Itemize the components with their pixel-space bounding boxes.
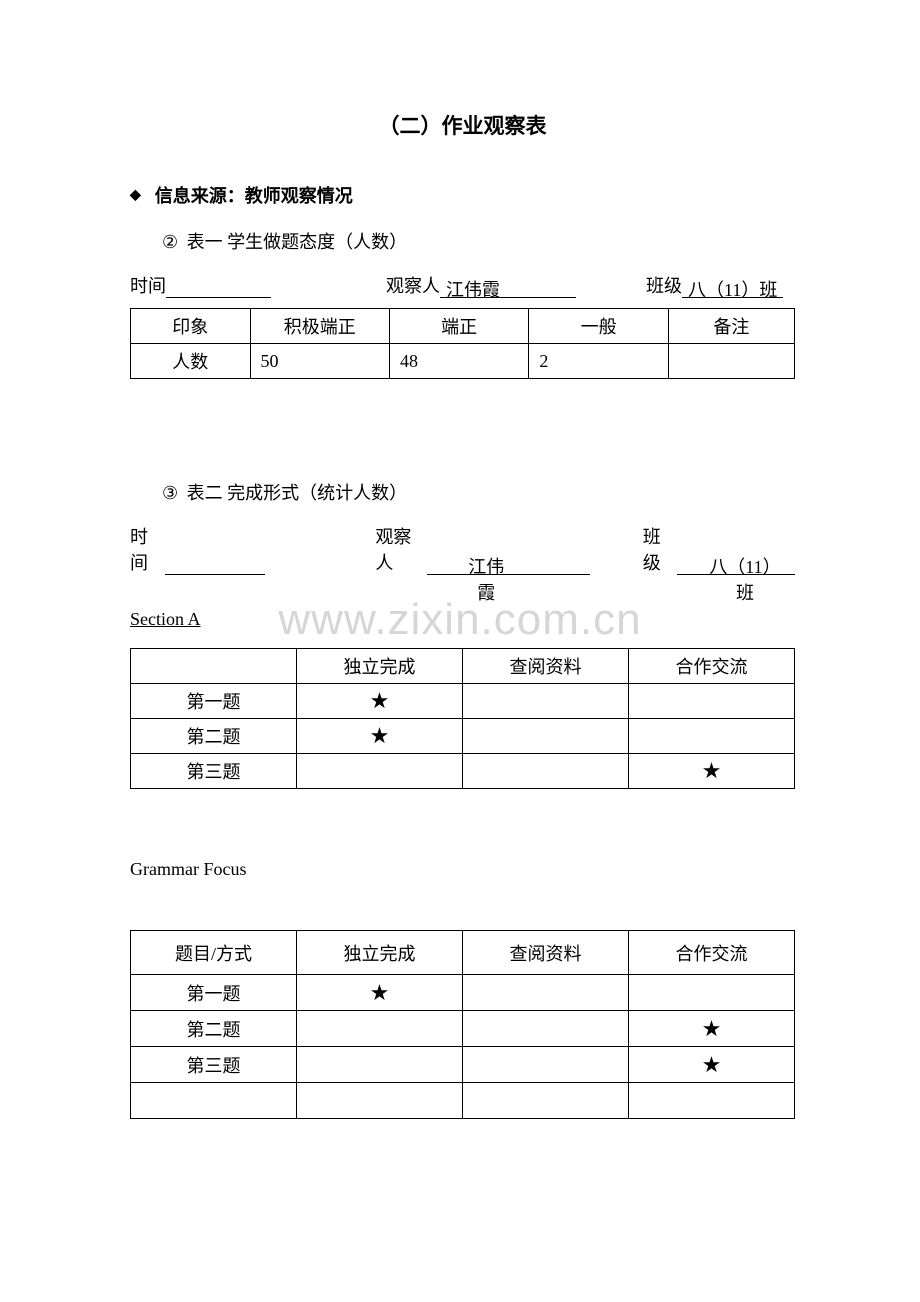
class-value: 八（11）班	[695, 553, 795, 575]
row-label: 第二题	[131, 1011, 297, 1047]
table-row: 第三题 ★	[131, 754, 795, 789]
cell-star	[463, 754, 629, 789]
circled-number-2: ②	[162, 232, 178, 252]
cell-star	[463, 684, 629, 719]
table2-info-row: 时间 观察人 江伟霞 班级 八（11）班	[130, 523, 795, 575]
table1: 印象 积极端正 端正 一般 备注 人数 50 48 2	[130, 308, 795, 379]
diamond-bullet: ◆	[130, 187, 141, 204]
table-row: 第二题 ★	[131, 1011, 795, 1047]
cell-star	[629, 719, 795, 754]
observer-blank-tail	[506, 276, 576, 298]
th-blank	[131, 649, 297, 684]
observer-value: 江伟霞	[440, 276, 506, 298]
row-label: 第三题	[131, 1047, 297, 1083]
table-row: 独立完成 查阅资料 合作交流	[131, 649, 795, 684]
th-positive: 积极端正	[250, 309, 389, 344]
cell-star	[297, 1047, 463, 1083]
page-title: （二）作业观察表	[130, 110, 795, 140]
row-label: 第一题	[131, 684, 297, 719]
time-blank	[166, 276, 271, 298]
observer-blank-tail	[518, 553, 590, 575]
cell-value	[668, 344, 794, 379]
table1-caption: ② 表一 学生做题态度（人数）	[162, 228, 795, 254]
th-cooperate: 合作交流	[629, 931, 795, 975]
cell-star	[463, 1011, 629, 1047]
cell-value: 50	[250, 344, 389, 379]
th-independent: 独立完成	[297, 649, 463, 684]
source-text: 信息来源：教师观察情况	[155, 182, 353, 208]
class-value: 八（11）班	[682, 276, 783, 298]
th-correct: 端正	[389, 309, 528, 344]
class-label: 班级	[646, 272, 682, 298]
cell-star: ★	[629, 1047, 795, 1083]
observer-label: 观察人	[375, 523, 427, 575]
cell-star	[463, 1083, 629, 1119]
cell-value: 48	[389, 344, 528, 379]
cell-star	[629, 1083, 795, 1119]
th-cooperate: 合作交流	[629, 649, 795, 684]
grammar-table: 题目/方式 独立完成 查阅资料 合作交流 第一题 ★ 第二题 ★ 第三题 ★	[130, 930, 795, 1119]
table-row: 第一题 ★	[131, 684, 795, 719]
cell-star	[463, 719, 629, 754]
cell-star	[297, 754, 463, 789]
row-label	[131, 1083, 297, 1119]
row-label: 第三题	[131, 754, 297, 789]
cell-star	[629, 684, 795, 719]
cell-star: ★	[297, 975, 463, 1011]
th-topic: 题目/方式	[131, 931, 297, 975]
time-blank	[165, 553, 266, 575]
table-row: 印象 积极端正 端正 一般 备注	[131, 309, 795, 344]
row-label-count: 人数	[131, 344, 251, 379]
cell-star	[297, 1083, 463, 1119]
observer-label: 观察人	[386, 272, 440, 298]
table-row: 第二题 ★	[131, 719, 795, 754]
time-label: 时间	[130, 523, 165, 575]
th-lookup: 查阅资料	[463, 931, 629, 975]
table1-info-row: 时间 观察人 江伟霞 班级 八（11）班	[130, 272, 795, 298]
cell-star	[297, 1011, 463, 1047]
cell-star: ★	[297, 684, 463, 719]
table1-caption-text: 表一 学生做题态度（人数）	[187, 232, 408, 252]
observer-value: 江伟霞	[454, 553, 518, 575]
th-general: 一般	[529, 309, 668, 344]
th-independent: 独立完成	[297, 931, 463, 975]
time-label: 时间	[130, 272, 166, 298]
circled-number-3: ③	[162, 483, 178, 503]
cell-star	[463, 1047, 629, 1083]
table-row: 题目/方式 独立完成 查阅资料 合作交流	[131, 931, 795, 975]
class-blank-lead	[677, 553, 695, 575]
table-row: 第一题 ★	[131, 975, 795, 1011]
observer-blank-lead	[427, 553, 454, 575]
document-content: （二）作业观察表 ◆ 信息来源：教师观察情况 ② 表一 学生做题态度（人数） 时…	[130, 110, 795, 1119]
table-row: 人数 50 48 2	[131, 344, 795, 379]
th-impression: 印象	[131, 309, 251, 344]
table2-caption: ③ 表二 完成形式（统计人数）	[162, 479, 795, 505]
th-lookup: 查阅资料	[463, 649, 629, 684]
cell-star: ★	[629, 754, 795, 789]
source-line: ◆ 信息来源：教师观察情况	[130, 182, 795, 208]
cell-star: ★	[629, 1011, 795, 1047]
cell-value: 2	[529, 344, 668, 379]
cell-star: ★	[297, 719, 463, 754]
th-remark: 备注	[668, 309, 794, 344]
cell-star	[463, 975, 629, 1011]
table2-caption-text: 表二 完成形式（统计人数）	[187, 483, 408, 503]
row-label: 第二题	[131, 719, 297, 754]
class-label: 班级	[643, 523, 678, 575]
table-row	[131, 1083, 795, 1119]
section-a-label: Section A	[130, 609, 795, 630]
table-row: 第三题 ★	[131, 1047, 795, 1083]
cell-star	[629, 975, 795, 1011]
section-a-table: 独立完成 查阅资料 合作交流 第一题 ★ 第二题 ★ 第三题 ★	[130, 648, 795, 789]
grammar-focus-label: Grammar Focus	[130, 859, 795, 880]
row-label: 第一题	[131, 975, 297, 1011]
